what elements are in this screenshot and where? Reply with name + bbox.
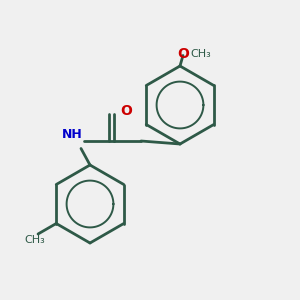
Text: O: O bbox=[177, 47, 189, 61]
Text: CH₃: CH₃ bbox=[190, 49, 212, 59]
Text: NH: NH bbox=[61, 128, 82, 142]
Text: O: O bbox=[120, 104, 132, 118]
Text: CH₃: CH₃ bbox=[25, 235, 45, 245]
